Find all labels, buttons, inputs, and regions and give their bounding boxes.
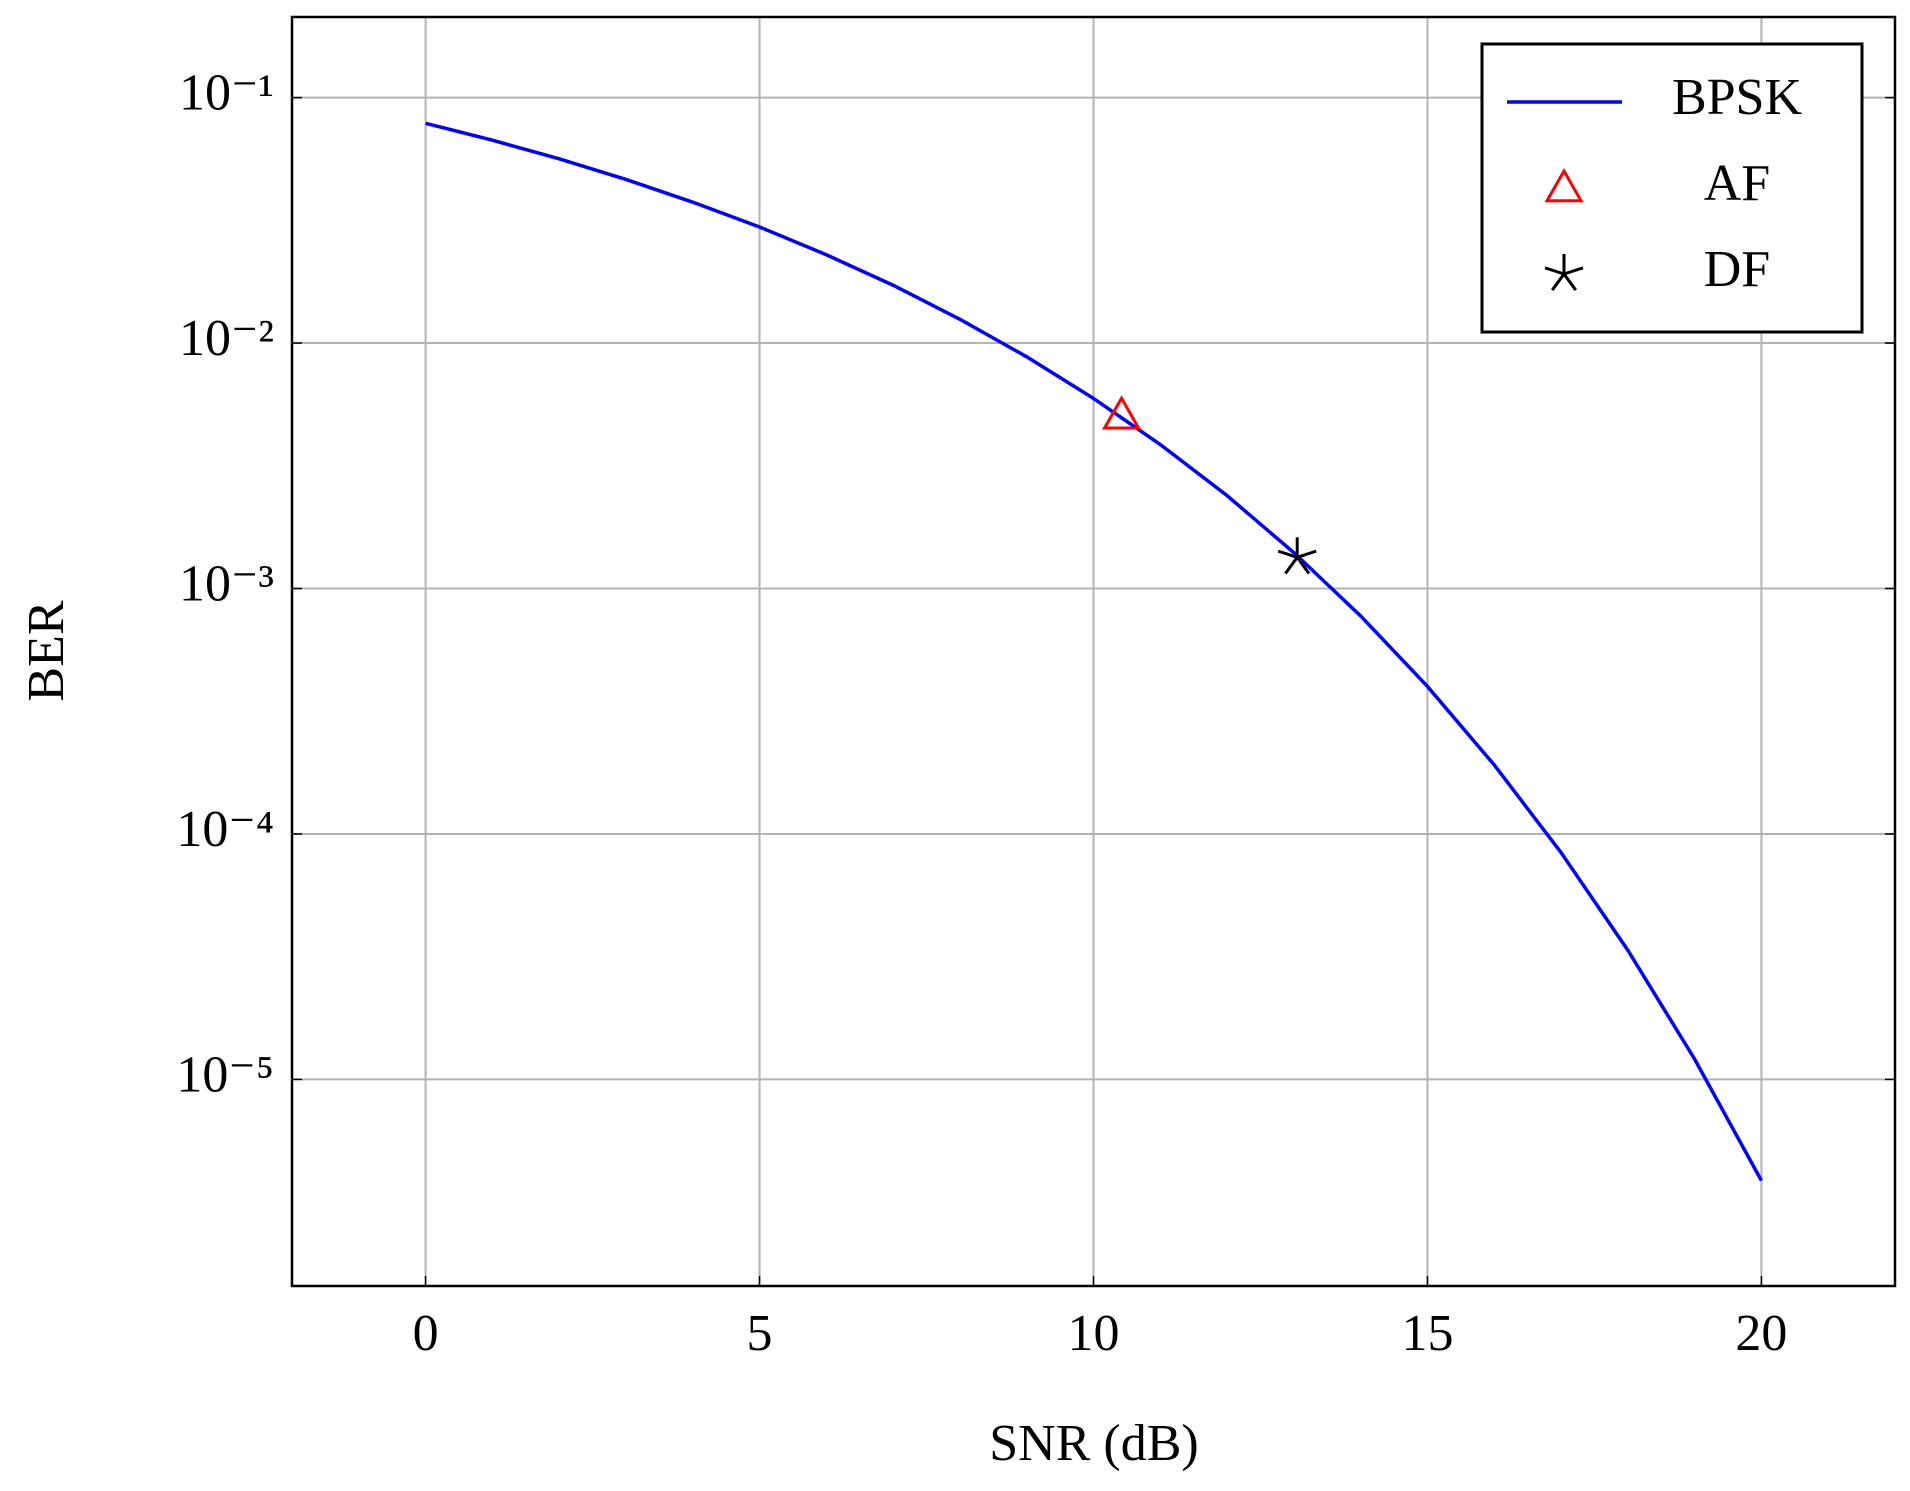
marker [1101, 395, 1142, 430]
y-tick-label: 10⁻² [179, 310, 274, 367]
legend-swatch [1544, 254, 1584, 292]
x-tick-label: 15 [1401, 1305, 1453, 1362]
y-tick-label: 10⁻⁴ [176, 801, 274, 858]
x-tick-label: 0 [413, 1305, 439, 1362]
x-tick-label: 10 [1068, 1305, 1120, 1362]
y-axis-label: BER [18, 600, 75, 701]
legend-label: AF [1704, 155, 1770, 212]
marker [1277, 537, 1317, 575]
x-tick-label: 20 [1735, 1305, 1787, 1362]
y-tick-label: 10⁻⁵ [176, 1046, 274, 1103]
legend-box [1480, 42, 1864, 334]
plot-frame [290, 15, 1897, 1288]
legend-label: BPSK [1672, 69, 1803, 126]
y-tick-label: 10⁻³ [179, 555, 274, 612]
legend-swatch [1544, 167, 1584, 203]
line [425, 121, 1763, 1182]
y-tick-label: 10⁻¹ [179, 65, 274, 122]
legend-label: DF [1704, 241, 1770, 298]
x-axis-label: SNR (dB) [989, 1415, 1198, 1472]
x-tick-label: 5 [747, 1305, 773, 1362]
